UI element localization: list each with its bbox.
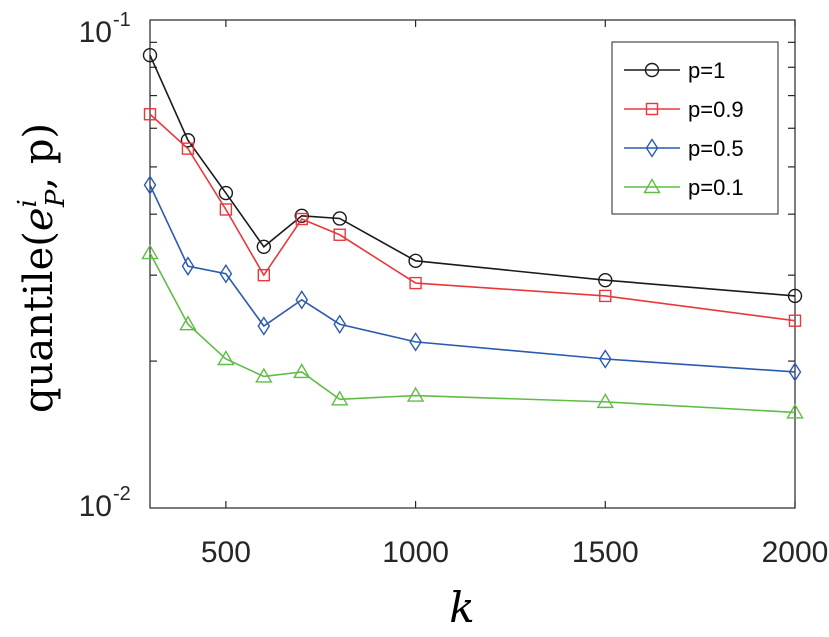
data-point xyxy=(596,392,615,409)
x-tick-label: 1000 xyxy=(382,536,449,569)
legend-label: p=1 xyxy=(688,58,725,83)
x-axis-title: k xyxy=(449,583,474,632)
x-tick-label: 2000 xyxy=(762,536,829,569)
data-point xyxy=(141,244,159,260)
data-point xyxy=(257,316,271,336)
y-tick-label-exponent: -2 xyxy=(113,483,131,505)
data-point xyxy=(598,349,612,369)
data-point xyxy=(788,314,802,327)
legend-marker xyxy=(644,62,660,78)
data-point xyxy=(293,363,311,379)
legend-label: p=0.5 xyxy=(688,136,744,161)
series-line xyxy=(149,113,796,322)
legend: p=1 p=0.9 p=0.5 p=0.1 xyxy=(611,41,779,215)
data-point xyxy=(409,332,422,352)
data-point xyxy=(181,256,195,276)
data-point xyxy=(599,289,612,303)
data-point xyxy=(295,212,308,226)
y-tick-label-base: 10 xyxy=(79,490,112,523)
data-point xyxy=(218,185,234,201)
legend-item: p=0.5 xyxy=(624,136,744,161)
y-tick-label: 10 -1 xyxy=(79,9,131,49)
data-point xyxy=(332,211,347,226)
y-axis-title-tail: , p) xyxy=(16,123,62,190)
data-point xyxy=(181,142,195,155)
data-point xyxy=(408,253,423,269)
data-point xyxy=(787,288,803,304)
series-p-0-5 xyxy=(143,175,802,382)
data-point xyxy=(219,263,233,284)
y-axis-title-sub: P xyxy=(41,189,71,208)
series-p-0-9 xyxy=(143,108,802,327)
y-axis-title-sup: i xyxy=(13,199,43,207)
data-point xyxy=(788,362,802,382)
data-point xyxy=(142,47,158,63)
y-tick-label-base: 10 xyxy=(79,16,112,49)
series-line xyxy=(149,252,796,414)
svg-text:quantile(eiP, p): quantile(eiP, p) xyxy=(13,123,71,413)
data-point xyxy=(179,315,197,331)
data-point xyxy=(180,133,196,148)
x-tick-label: 500 xyxy=(201,536,251,569)
data-point xyxy=(294,208,309,223)
legend-item: p=1 xyxy=(624,58,725,83)
y-tick-label: 10 -2 xyxy=(79,483,131,523)
legend-label: p=0.1 xyxy=(688,175,744,200)
legend-item: p=0.1 xyxy=(624,175,744,200)
data-point xyxy=(217,350,235,366)
legend-item: p=0.9 xyxy=(624,97,744,122)
y-axis-title-symbol: e xyxy=(16,207,62,231)
y-axis-title-text: quantile( xyxy=(16,231,62,413)
data-point xyxy=(409,276,422,290)
data-point xyxy=(255,367,273,383)
series-line xyxy=(149,184,796,373)
data-point xyxy=(330,390,349,406)
data-point xyxy=(219,203,233,216)
series-line xyxy=(149,54,796,297)
series-p-1 xyxy=(142,47,803,304)
data-point xyxy=(256,239,272,254)
data-point xyxy=(295,290,309,310)
legend-marker xyxy=(645,102,659,116)
data-point xyxy=(333,228,346,241)
x-tick-label: 1500 xyxy=(572,536,639,569)
y-tick-label-exponent: -1 xyxy=(113,9,131,31)
data-point xyxy=(333,314,347,335)
series-p-0-1 xyxy=(141,244,804,419)
legend-marker xyxy=(645,138,659,158)
y-axis-title: quantile(eiP, p) xyxy=(13,123,71,413)
axis-ticks xyxy=(150,20,796,508)
data-point xyxy=(143,175,157,195)
legend-label: p=0.9 xyxy=(688,97,744,122)
series-layer xyxy=(141,47,804,419)
data-point xyxy=(143,108,157,121)
legend-marker xyxy=(643,178,661,194)
data-point xyxy=(598,272,613,288)
data-point xyxy=(257,268,271,282)
data-point xyxy=(786,403,804,419)
data-point xyxy=(406,386,425,402)
